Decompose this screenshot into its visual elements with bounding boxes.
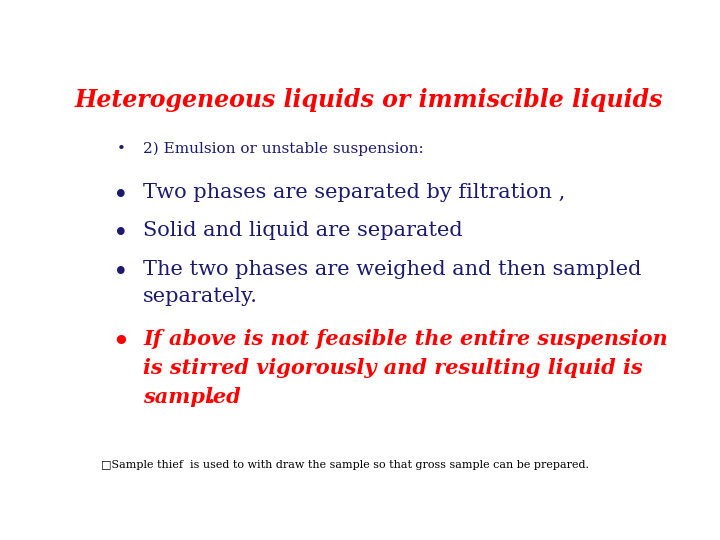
Text: is stirred vigorously and resulting liquid is: is stirred vigorously and resulting liqu… — [143, 358, 643, 378]
Text: If above is not feasible the entire suspension: If above is not feasible the entire susp… — [143, 329, 667, 349]
Text: •: • — [113, 221, 128, 246]
Text: •: • — [116, 141, 125, 156]
Text: □Sample thief  is used to with draw the sample so that gross sample can be prepa: □Sample thief is used to with draw the s… — [101, 460, 589, 470]
Text: The two phases are weighed and then sampled: The two phases are weighed and then samp… — [143, 260, 642, 279]
Text: sampled: sampled — [143, 387, 240, 407]
Text: .: . — [207, 387, 215, 407]
Text: 2) Emulsion or unstable suspension:: 2) Emulsion or unstable suspension: — [143, 141, 424, 156]
Text: Solid and liquid are separated: Solid and liquid are separated — [143, 221, 463, 240]
Text: separately.: separately. — [143, 287, 258, 306]
Text: Two phases are separated by filtration ,: Two phases are separated by filtration , — [143, 183, 565, 202]
Text: •: • — [113, 183, 128, 208]
Text: Heterogeneous liquids or immiscible liquids: Heterogeneous liquids or immiscible liqu… — [75, 87, 663, 112]
Text: •: • — [113, 260, 128, 285]
Text: •: • — [112, 329, 129, 354]
